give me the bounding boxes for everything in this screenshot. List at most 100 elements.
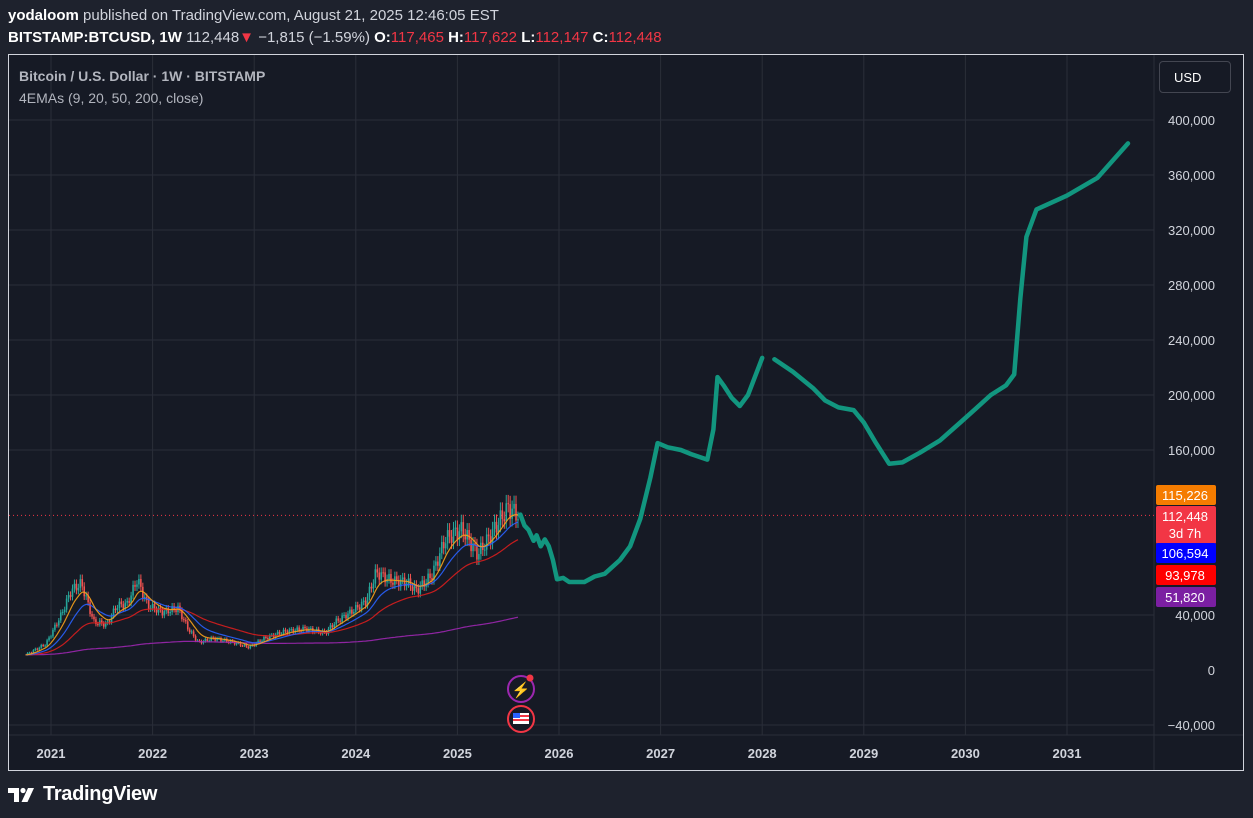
candle-body <box>40 645 43 648</box>
candle-body <box>278 631 281 635</box>
candle-body <box>34 648 37 651</box>
candle-body <box>118 601 121 609</box>
candle-body <box>454 527 457 529</box>
candle-body <box>376 569 379 573</box>
price-label-box <box>1156 543 1216 563</box>
candle-body <box>214 638 216 641</box>
candle-body <box>136 584 138 587</box>
y-tick-label: 280,000 <box>1168 278 1215 293</box>
candle-body <box>353 611 355 614</box>
price-chart[interactable]: −40,000 0 40,000 160,000 200,000 240,000 280,0… <box>9 55 1244 771</box>
symbol-label: BITSTAMP:BTCUSD, 1W <box>8 29 182 46</box>
x-tick-label: 2031 <box>1053 746 1082 761</box>
candle-body <box>470 539 472 552</box>
candle-body <box>298 627 300 631</box>
currency-button[interactable]: USD <box>1159 61 1231 93</box>
candle-body <box>58 620 60 626</box>
candle-body <box>81 579 84 587</box>
candle-body <box>366 596 369 606</box>
candle-body <box>73 583 76 589</box>
candle-body <box>403 577 406 587</box>
candle-body <box>503 519 506 522</box>
candle-body <box>397 579 400 587</box>
candle-body <box>501 510 504 520</box>
candle-body <box>423 580 425 587</box>
y-tick-label: 160,000 <box>1168 443 1215 458</box>
candle-body <box>265 636 267 638</box>
candle-body <box>97 624 99 626</box>
flag-body-icon <box>513 713 529 724</box>
y-tick-label: 200,000 <box>1168 388 1215 403</box>
candle-body <box>476 545 478 560</box>
candle-body <box>374 569 377 584</box>
projection-path-line <box>518 355 765 585</box>
candle-body <box>364 600 367 606</box>
candle-body <box>442 541 445 549</box>
price-scale-label: 115,226 <box>1156 485 1216 505</box>
flag-canton-icon <box>513 713 520 718</box>
candle-body <box>468 530 470 540</box>
candle-body <box>276 631 279 635</box>
candle-body <box>108 621 111 623</box>
candle-body <box>175 609 177 613</box>
candle-body <box>241 645 244 647</box>
candle-body <box>288 629 291 634</box>
candle-body <box>167 608 170 614</box>
x-tick-label: 2026 <box>545 746 574 761</box>
candle-body <box>220 638 222 642</box>
candle-body <box>421 580 424 586</box>
author-name[interactable]: yodaloom <box>8 7 79 24</box>
ema-50-line <box>25 539 519 656</box>
candle-body <box>259 640 261 643</box>
x-tick-label: 2030 <box>951 746 980 761</box>
candle-body <box>284 629 287 632</box>
candle-body <box>32 650 35 653</box>
y-tick-label: −40,000 <box>1168 718 1215 733</box>
last-price: 112,448 <box>186 29 240 46</box>
lightning-event-icon <box>507 675 535 703</box>
candle-body <box>38 647 41 650</box>
candle-body <box>337 618 340 621</box>
candle-body <box>263 636 265 641</box>
candle-body <box>343 614 345 616</box>
candle-body <box>368 586 371 597</box>
candle-body <box>472 543 474 552</box>
candle-body <box>335 618 338 625</box>
candle-body <box>435 561 437 566</box>
candle-body <box>462 522 465 536</box>
candle-body <box>143 597 146 599</box>
candle-body <box>392 582 394 585</box>
price-label-box <box>1156 565 1216 585</box>
y-tick-label: 400,000 <box>1168 113 1215 128</box>
candle-body <box>181 610 183 620</box>
candle-body <box>206 638 209 641</box>
chart-panel[interactable]: −40,000 0 40,000 160,000 200,000 240,000 280,0… <box>8 54 1244 771</box>
candle-body <box>362 600 365 602</box>
open-label: O: <box>374 29 391 46</box>
indicator-legend[interactable]: 4EMAs (9, 20, 50, 200, close) <box>19 90 204 106</box>
candle-body <box>79 579 82 588</box>
candle-body <box>59 612 62 621</box>
candle-body <box>384 572 386 583</box>
candle-body <box>355 605 357 612</box>
candle-body <box>360 601 363 610</box>
candle-body <box>399 579 402 587</box>
chart-title: Bitcoin / U.S. Dollar · 1W · BITSTAMP <box>19 68 266 84</box>
y-tick-label: 0 <box>1208 663 1215 678</box>
candle-body <box>356 605 359 608</box>
candle-body <box>186 621 189 630</box>
candle-body <box>36 648 39 650</box>
candle-body <box>147 600 150 609</box>
candle-body <box>77 587 80 591</box>
ema-20-line <box>25 521 519 656</box>
candle-body <box>495 521 498 533</box>
candle-body <box>269 635 271 640</box>
candle-body <box>437 561 439 566</box>
candle-body <box>185 619 187 622</box>
candle-body <box>267 637 269 640</box>
candle-body <box>93 616 95 620</box>
ema-200-line <box>25 616 519 656</box>
candle-body <box>460 522 463 532</box>
low-value: 112,147 <box>535 29 589 46</box>
candle-body <box>30 652 33 654</box>
